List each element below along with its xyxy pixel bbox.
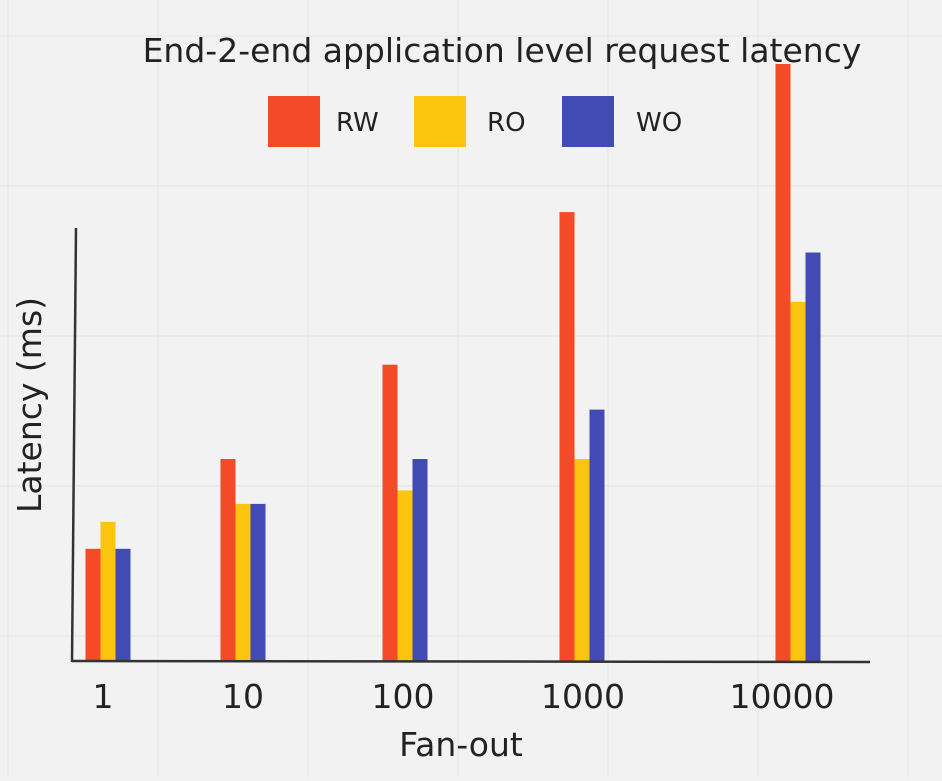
- y-axis-label: Latency (ms): [10, 297, 49, 513]
- bar-wo-1000: [589, 409, 605, 661]
- bar-rw-1: [85, 548, 101, 661]
- x-tick-label-1000: 1000: [541, 677, 625, 716]
- legend-swatch-rw: [268, 96, 320, 147]
- chart-title: End-2-end application level request late…: [143, 31, 862, 70]
- bar-ro-1000: [574, 459, 590, 661]
- bar-ro-1: [100, 521, 116, 661]
- legend-swatch-wo: [562, 96, 614, 147]
- legend-label-rw: RW: [336, 108, 379, 138]
- bar-rw-100: [382, 364, 398, 661]
- legend-swatch-ro: [414, 96, 466, 147]
- bar-ro-10: [235, 503, 251, 661]
- x-tick-label-10: 10: [222, 677, 264, 716]
- bar-rw-10000: [775, 64, 791, 661]
- x-tick-label-1: 1: [93, 677, 114, 716]
- legend: RW RO WO: [268, 96, 682, 147]
- y-axis-line: [70, 227, 78, 663]
- bar-wo-1: [115, 548, 131, 661]
- x-axis-label: Fan-out: [399, 725, 523, 764]
- x-axis-line: [71, 659, 871, 664]
- x-tick-labels: 1 10 100 1000 10000: [93, 677, 835, 716]
- bar-ro-100: [397, 490, 413, 661]
- x-tick-label-100: 100: [372, 677, 435, 716]
- x-tick-label-10000: 10000: [730, 677, 835, 716]
- bar-ro-10000: [790, 301, 806, 661]
- bar-wo-100: [412, 459, 428, 661]
- legend-label-ro: RO: [487, 108, 526, 138]
- bar-rw-1000: [559, 212, 575, 661]
- bar-wo-10: [250, 503, 266, 661]
- axes-layer: [70, 227, 871, 664]
- bars-layer: [85, 64, 821, 661]
- bar-rw-10: [220, 459, 236, 661]
- bar-wo-10000: [805, 252, 821, 661]
- legend-label-wo: WO: [636, 108, 682, 138]
